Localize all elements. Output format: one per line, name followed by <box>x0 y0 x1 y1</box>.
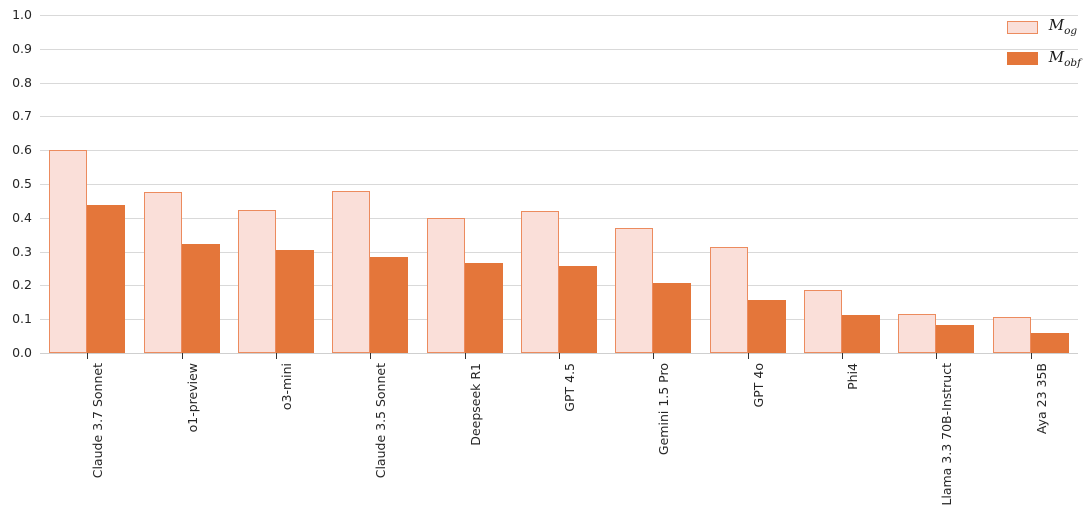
y-axis-tick-label: 0.3 <box>12 243 32 259</box>
x-axis-tick-mark <box>653 353 655 359</box>
legend-item[interactable]: Mobf <box>1006 47 1081 69</box>
legend-swatch-og <box>1006 20 1038 34</box>
x-axis-tick-mark <box>559 353 560 359</box>
bar-obf <box>653 283 692 353</box>
x-axis-tick-mark <box>275 353 277 359</box>
x-axis-tick-label: Gemini 1.5 Pro <box>656 363 672 456</box>
legend-label: Mog <box>1048 16 1078 37</box>
x-axis-tick-label: o1-preview <box>184 363 200 433</box>
x-axis-tick-mark <box>842 353 844 359</box>
x-axis-tick-label: o3-mini <box>278 363 294 411</box>
gridline <box>40 116 1078 118</box>
bar-og <box>143 191 182 353</box>
y-axis-tick-label: 0.8 <box>12 74 32 90</box>
x-axis-tick-label: GPT 4o <box>750 363 766 408</box>
legend-swatch-obf <box>1006 52 1038 66</box>
y-axis-tick-label: 0.5 <box>12 175 32 191</box>
x-axis-tick-label: Claude 3.5 Sonnet <box>373 363 389 479</box>
gridline <box>40 217 1078 219</box>
legend-label: Mobf <box>1048 47 1081 69</box>
x-axis-tick-mark <box>747 353 749 359</box>
x-axis-tick-mark <box>87 353 89 359</box>
x-axis-tick-label: Claude 3.7 Sonnet <box>90 363 106 479</box>
bar-og <box>992 316 1031 353</box>
bar-og <box>804 290 843 353</box>
x-axis-tick-label: Phi4 <box>845 363 861 390</box>
legend-item[interactable]: Mog <box>1006 16 1078 37</box>
bar-obf <box>936 324 975 353</box>
gridline <box>40 48 1078 50</box>
gridline <box>40 150 1078 152</box>
bar-og <box>615 227 654 353</box>
y-axis-tick-label: 0.4 <box>12 209 32 225</box>
x-axis-tick-mark <box>181 353 183 359</box>
bar-og <box>709 247 748 353</box>
y-axis-tick-label: 0.7 <box>12 108 32 124</box>
x-axis-tick-label: Llama 3.3 70B-Instruct <box>939 363 955 506</box>
y-axis-tick-label: 0.9 <box>12 40 32 56</box>
bar-obf <box>1030 333 1069 353</box>
gridline <box>40 15 1078 16</box>
gridline <box>40 82 1078 84</box>
plot-area <box>40 15 1078 354</box>
bar-og <box>237 210 276 353</box>
bar-obf <box>464 263 503 353</box>
gridline <box>40 251 1078 253</box>
x-axis-tick-mark <box>464 353 466 359</box>
legend: Mog Mobf <box>1006 16 1081 69</box>
bar-og <box>426 218 465 353</box>
y-axis-tick-label: 0.2 <box>12 277 32 293</box>
bar-obf <box>275 249 314 353</box>
y-axis-tick-label: 0.0 <box>12 344 32 360</box>
y-axis-tick-label: 1.0 <box>12 6 32 22</box>
bar-obf <box>842 315 881 353</box>
x-axis-tick-label: Deepseek R1 <box>467 363 483 446</box>
bar-og <box>521 211 559 353</box>
x-axis-tick-mark <box>370 353 372 359</box>
gridline <box>40 184 1078 185</box>
bar-obf <box>181 244 220 353</box>
x-axis-tick-label: Aya 23 35B <box>1033 363 1049 435</box>
bar-obf <box>747 299 786 353</box>
bar-obf <box>559 266 597 353</box>
x-axis-tick-mark <box>1030 353 1032 359</box>
y-axis-tick-label: 0.6 <box>12 141 32 157</box>
y-axis-tick-label: 0.1 <box>12 310 32 326</box>
bar-obf <box>87 204 126 353</box>
x-axis-tick-label: GPT 4.5 <box>562 363 577 412</box>
bar-og <box>898 314 937 353</box>
x-axis-tick-mark <box>936 353 938 359</box>
bar-og <box>332 191 371 353</box>
bar-obf <box>370 257 409 353</box>
bar-og <box>49 149 88 353</box>
